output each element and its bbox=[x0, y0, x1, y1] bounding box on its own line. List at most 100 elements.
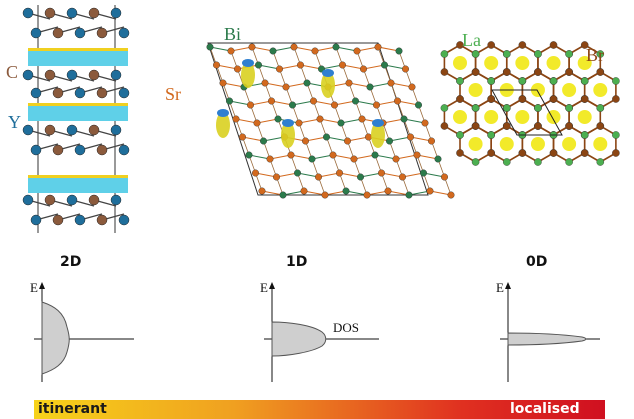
atom bbox=[374, 43, 382, 51]
charge-slab-edge bbox=[28, 48, 128, 51]
isosurface-lobe bbox=[281, 122, 295, 148]
atom bbox=[345, 79, 353, 87]
localised-state-sphere bbox=[577, 110, 592, 124]
localised-state-sphere bbox=[593, 83, 608, 97]
atom bbox=[311, 47, 319, 55]
structure-2d-illustration bbox=[22, 5, 130, 233]
isosurface-cap bbox=[242, 59, 254, 67]
atom bbox=[254, 61, 262, 69]
localised-state-sphere bbox=[484, 110, 499, 124]
charge-slab bbox=[28, 50, 128, 66]
atom bbox=[471, 50, 480, 58]
atom bbox=[364, 133, 372, 141]
atom bbox=[612, 131, 620, 139]
atom bbox=[350, 155, 358, 163]
atom bbox=[353, 47, 361, 55]
atom bbox=[565, 104, 573, 112]
atom bbox=[413, 151, 421, 159]
atom bbox=[580, 131, 589, 139]
atom bbox=[300, 187, 308, 195]
atom bbox=[502, 104, 511, 112]
atom bbox=[66, 7, 78, 19]
atom bbox=[549, 149, 558, 157]
localised-state-sphere bbox=[468, 83, 483, 97]
atom bbox=[74, 27, 86, 39]
atom bbox=[385, 137, 393, 145]
atom bbox=[66, 69, 78, 81]
atom bbox=[372, 101, 380, 109]
atom bbox=[471, 68, 480, 76]
isosurface-cap bbox=[322, 69, 334, 77]
atom bbox=[110, 7, 122, 19]
atom bbox=[456, 77, 464, 85]
dimension-label-0d: 0D bbox=[526, 254, 548, 270]
atom bbox=[66, 194, 78, 206]
atom bbox=[342, 187, 350, 195]
atom bbox=[308, 155, 316, 163]
atom bbox=[296, 61, 304, 69]
localised-state-sphere bbox=[484, 56, 499, 70]
atom bbox=[234, 65, 242, 73]
atom bbox=[301, 137, 309, 145]
atom bbox=[110, 69, 122, 81]
atom bbox=[565, 68, 573, 76]
atom bbox=[356, 173, 364, 181]
isosurface-lobe bbox=[216, 112, 230, 138]
atom bbox=[44, 124, 56, 136]
atom bbox=[44, 194, 56, 206]
atom bbox=[88, 69, 100, 81]
atom bbox=[502, 50, 511, 58]
atom bbox=[421, 119, 429, 127]
atom bbox=[322, 133, 330, 141]
atom bbox=[253, 119, 261, 127]
localised-state-sphere bbox=[562, 137, 577, 151]
atom bbox=[30, 214, 42, 226]
element-label-br: Br bbox=[586, 45, 604, 65]
atom bbox=[266, 155, 274, 163]
atom bbox=[414, 101, 422, 109]
localised-state-sphere bbox=[546, 56, 561, 70]
atom bbox=[596, 158, 605, 166]
atom bbox=[22, 7, 34, 19]
localised-state-sphere bbox=[499, 137, 514, 151]
atom bbox=[22, 194, 34, 206]
atom bbox=[88, 7, 100, 19]
atom bbox=[440, 50, 449, 58]
atom bbox=[596, 68, 605, 76]
structure-1d-illustration bbox=[206, 42, 455, 199]
structure-0d-illustration bbox=[440, 41, 620, 166]
atom bbox=[487, 95, 495, 103]
atom bbox=[314, 173, 322, 181]
atom bbox=[332, 43, 340, 51]
atom bbox=[96, 27, 108, 39]
atom bbox=[22, 69, 34, 81]
localised-state-sphere bbox=[530, 83, 545, 97]
atom bbox=[518, 41, 527, 49]
atom bbox=[259, 137, 267, 145]
atom bbox=[612, 77, 620, 85]
localised-state-sphere bbox=[546, 110, 561, 124]
localised-state-sphere bbox=[562, 83, 577, 97]
atom bbox=[261, 79, 269, 87]
atom bbox=[52, 27, 64, 39]
atom bbox=[440, 68, 449, 76]
charge-slab-edge bbox=[28, 175, 128, 178]
atom bbox=[456, 95, 464, 103]
atom bbox=[471, 122, 480, 130]
isosurface-lobe bbox=[371, 122, 385, 148]
atom bbox=[309, 97, 317, 105]
atom bbox=[502, 158, 511, 166]
atom bbox=[456, 41, 464, 49]
atom bbox=[565, 50, 573, 58]
atom bbox=[596, 50, 605, 58]
atom bbox=[295, 119, 303, 127]
charge-slab bbox=[28, 177, 128, 193]
localised-state-sphere bbox=[530, 137, 545, 151]
charge-slab bbox=[28, 105, 128, 121]
atom bbox=[118, 27, 130, 39]
isosurface-cap bbox=[282, 119, 294, 127]
unit-cell bbox=[491, 89, 563, 136]
localised-state-sphere bbox=[515, 56, 530, 70]
atom bbox=[534, 122, 542, 130]
element-label-bi: Bi bbox=[224, 24, 242, 44]
